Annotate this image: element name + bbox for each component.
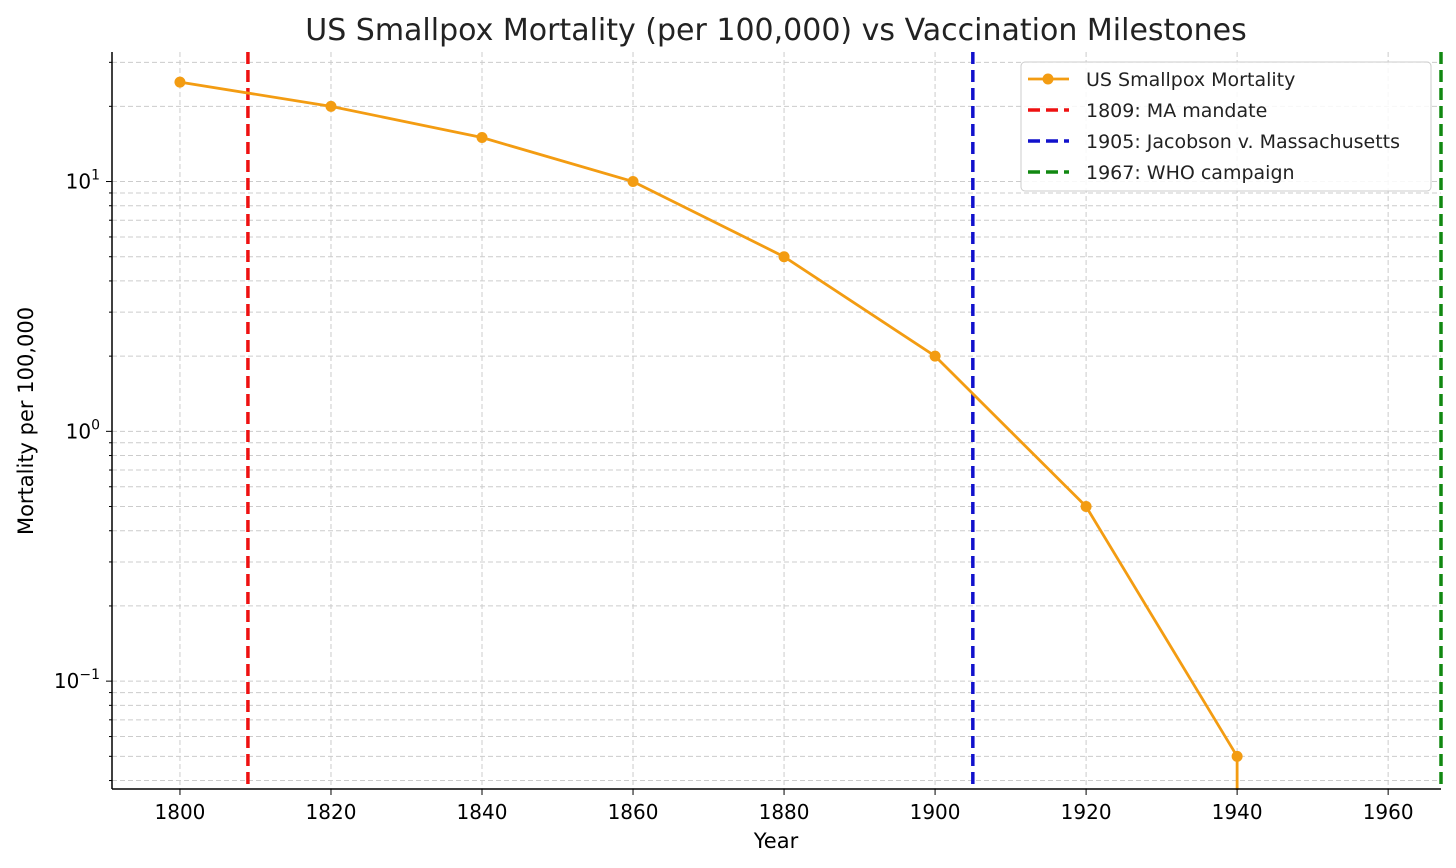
data-point bbox=[476, 132, 488, 144]
data-point bbox=[174, 76, 186, 88]
x-tick-label: 1900 bbox=[910, 800, 961, 824]
x-tick-label: 1860 bbox=[608, 800, 659, 824]
x-tick-label: 1840 bbox=[457, 800, 508, 824]
legend: US Smallpox Mortality 1809: MA mandate 190… bbox=[1020, 61, 1432, 192]
x-tick-label: 1920 bbox=[1061, 800, 1112, 824]
data-point bbox=[778, 251, 790, 263]
milestone-lines bbox=[246, 52, 1443, 789]
y-tick-label: 10−1 bbox=[54, 667, 100, 693]
x-tick-label: 1820 bbox=[306, 800, 357, 824]
axes: 1800 1820 1840 1860 1880 1900 1920 1940 1960 10−1… bbox=[54, 52, 1441, 824]
legend-marker bbox=[1042, 73, 1054, 85]
y-tick-label: 101 bbox=[66, 168, 100, 194]
x-tick-label: 1940 bbox=[1212, 800, 1263, 824]
y-tick-label: 100 bbox=[66, 417, 100, 443]
x-tick-label: 1880 bbox=[759, 800, 810, 824]
data-point bbox=[1080, 501, 1092, 513]
legend-label: US Smallpox Mortality bbox=[1086, 69, 1295, 91]
data-point bbox=[1231, 750, 1243, 762]
y-axis-label: Mortality per 100,000 bbox=[14, 307, 38, 535]
legend-label: 1967: WHO campaign bbox=[1086, 162, 1295, 184]
x-tick-label: 1800 bbox=[155, 800, 206, 824]
axis-mask bbox=[107, 790, 1446, 868]
chart-title: US Smallpox Mortality (per 100,000) vs V… bbox=[305, 13, 1247, 48]
legend-label: 1809: MA mandate bbox=[1086, 100, 1267, 122]
x-tick-label: 1960 bbox=[1363, 800, 1414, 824]
legend-label: 1905: Jacobson v. Massachusetts bbox=[1086, 131, 1400, 153]
data-point bbox=[929, 350, 941, 362]
grid bbox=[112, 52, 1441, 789]
x-axis-label: Year bbox=[753, 829, 799, 853]
legend-box bbox=[1020, 61, 1432, 192]
series-layer bbox=[107, 76, 1446, 868]
data-point bbox=[325, 100, 337, 112]
data-point bbox=[627, 176, 639, 188]
